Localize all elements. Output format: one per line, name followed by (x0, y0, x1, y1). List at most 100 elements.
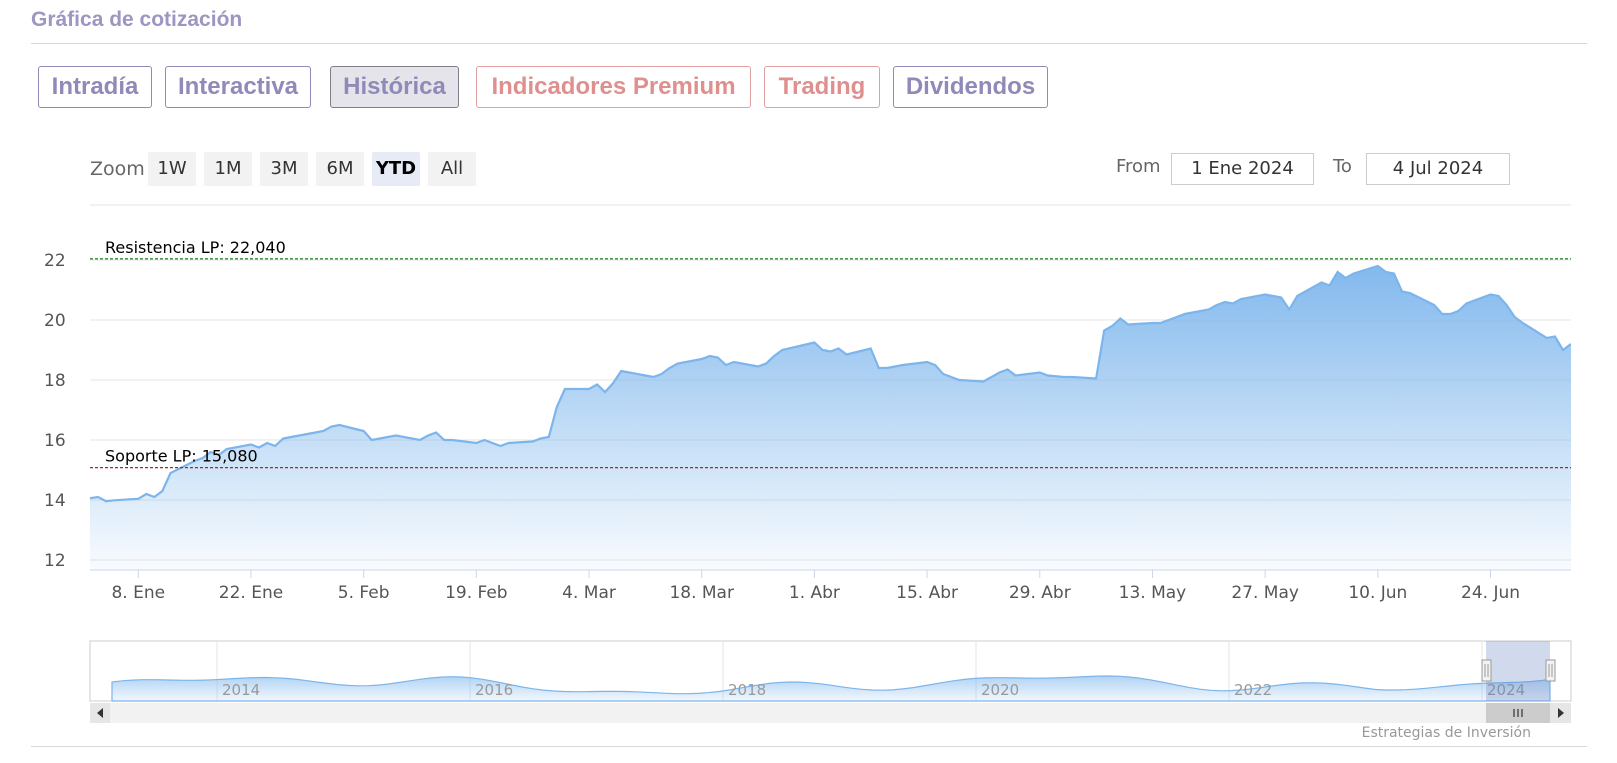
plot-lines: Resistencia LP: 22,040 Soporte LP: 15,080 (90, 238, 1571, 469)
data-point (757, 365, 759, 367)
zoom-ytd-button[interactable]: YTD (372, 152, 420, 186)
data-point (1208, 308, 1210, 310)
data-point (1264, 293, 1266, 295)
section-divider (31, 43, 1587, 44)
tab-dividendos[interactable]: Dividendos (893, 66, 1048, 108)
data-point (1288, 308, 1290, 310)
scroll-left-arrow-icon (97, 708, 103, 718)
data-point (379, 437, 381, 439)
data-point (1554, 335, 1556, 337)
data-point (113, 499, 115, 501)
data-point (1353, 272, 1355, 274)
y-tick-label: 20 (44, 311, 66, 331)
zoom-1m-button[interactable]: 1M (204, 152, 252, 186)
data-point (1224, 301, 1226, 303)
data-point (644, 374, 646, 376)
navigator[interactable]: 2014 2016 2018 2020 2022 2024 (89, 640, 1572, 702)
data-point (1240, 298, 1242, 300)
data-point (282, 437, 284, 439)
x-tick-label: 13. May (1119, 583, 1187, 603)
data-point (821, 349, 823, 351)
navigator-right-handle[interactable] (1545, 659, 1556, 682)
y-axis: 12 14 16 18 20 22 (44, 251, 66, 571)
data-point (717, 356, 719, 358)
data-point (1159, 322, 1161, 324)
data-point (652, 376, 654, 378)
data-point (1119, 317, 1121, 319)
data-point (193, 460, 195, 462)
data-point (1409, 292, 1411, 294)
data-point (1151, 322, 1153, 324)
scrollbar[interactable] (90, 703, 1571, 723)
navigator-left-handle[interactable] (1481, 659, 1492, 682)
data-point (97, 496, 99, 498)
data-point (395, 434, 397, 436)
data-point (1216, 304, 1218, 306)
chart-credits[interactable]: Estrategias de Inversión (1361, 725, 1531, 741)
data-point (105, 500, 107, 502)
data-point (829, 350, 831, 352)
zoom-all-button[interactable]: All (428, 152, 476, 186)
range-to-label: To (1333, 156, 1352, 177)
data-point (532, 440, 534, 442)
data-point (540, 437, 542, 439)
data-point (89, 497, 91, 499)
scrollbar-track[interactable] (90, 703, 1571, 723)
data-point (371, 439, 373, 441)
x-tick-label: 18. Mar (669, 583, 734, 603)
x-tick-label: 29. Abr (1009, 583, 1071, 603)
data-point (137, 498, 139, 500)
x-tick-label: 24. Jun (1461, 583, 1520, 603)
zoom-1w-button[interactable]: 1W (148, 152, 196, 186)
data-point (258, 446, 260, 448)
navigator-year-label: 2022 (1234, 681, 1272, 699)
data-point (1167, 319, 1169, 321)
data-point (781, 349, 783, 351)
data-point (1489, 293, 1491, 295)
navigator-selected-range[interactable] (1486, 641, 1550, 701)
data-point (1522, 322, 1524, 324)
data-point (620, 370, 622, 372)
data-point (483, 439, 485, 441)
data-point (894, 365, 896, 367)
data-point (1127, 323, 1129, 325)
data-point (926, 361, 928, 363)
zoom-6m-button[interactable]: 6M (316, 152, 364, 186)
data-point (210, 451, 212, 453)
data-point (1344, 277, 1346, 279)
data-point (845, 353, 847, 355)
data-point (1328, 284, 1330, 286)
data-point (1441, 313, 1443, 315)
price-area-fill (90, 266, 1571, 570)
tab-trading[interactable]: Trading (764, 66, 880, 108)
range-from-input[interactable]: 1 Ene 2024 (1171, 153, 1314, 185)
zoom-3m-button[interactable]: 3M (260, 152, 308, 186)
data-point (942, 373, 944, 375)
data-point (1401, 290, 1403, 292)
data-point (564, 388, 566, 390)
data-point (878, 367, 880, 369)
tab-interactiva[interactable]: Interactiva (165, 66, 311, 108)
data-point (169, 472, 171, 474)
tab-indicadores-premium[interactable]: Indicadores Premium (476, 66, 751, 108)
y-tick-label: 12 (44, 551, 66, 571)
x-tick-label: 15. Abr (896, 583, 958, 603)
navigator-year-label: 2018 (728, 681, 766, 699)
data-point (1296, 295, 1298, 297)
range-to-input[interactable]: 4 Jul 2024 (1366, 153, 1510, 185)
data-point (1465, 302, 1467, 304)
x-tick-label: 8. Ene (111, 583, 165, 603)
data-point (1014, 374, 1016, 376)
data-point (813, 341, 815, 343)
data-point (934, 364, 936, 366)
data-point (1433, 304, 1435, 306)
data-point (507, 442, 509, 444)
tab-historica[interactable]: Histórica (330, 66, 459, 108)
support-label: Soporte LP: 15,080 (105, 447, 258, 466)
data-point (1103, 329, 1105, 331)
tab-intradia[interactable]: Intradía (38, 66, 152, 108)
data-point (886, 367, 888, 369)
data-point (1336, 271, 1338, 273)
data-point (145, 493, 147, 495)
x-axis: 8. Ene 22. Ene 5. Feb 19. Feb 4. Mar 18. Mar 1… (111, 570, 1520, 603)
